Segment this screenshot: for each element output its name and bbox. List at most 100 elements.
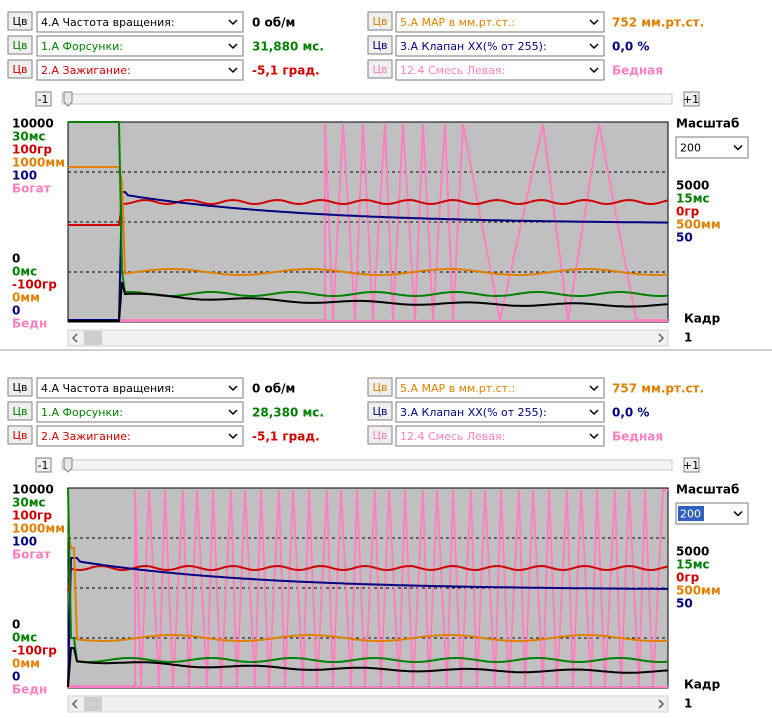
dropdown-arrow <box>589 67 599 74</box>
axis-label: 0 <box>12 252 20 266</box>
slider-thumb[interactable] <box>63 457 73 473</box>
axis-label: 30мс <box>12 496 46 510</box>
axis-label: Богат <box>12 182 51 196</box>
channel-value: -5,1 град. <box>252 64 320 78</box>
combo-highlight <box>678 506 704 521</box>
axis-label: 0 <box>12 304 20 318</box>
dropdown-arrow <box>589 19 599 26</box>
dropdown-arrow <box>228 433 238 440</box>
channel-select-text: 3.А Клапан ХХ(% от 255): <box>400 406 547 419</box>
slider-track <box>61 93 673 105</box>
color-button[interactable] <box>367 59 393 79</box>
frame-value: 1 <box>684 331 692 345</box>
axis-label: -100гр <box>12 644 57 658</box>
axis-label: 5000 <box>676 545 709 559</box>
axis-label: 15мс <box>676 192 710 206</box>
color-button-text: Цв <box>12 429 27 442</box>
frame-label: Кадр <box>684 678 721 692</box>
axis-label: 30мс <box>12 130 46 144</box>
axis-label: 10000 <box>12 483 54 497</box>
step-back-button[interactable] <box>35 457 52 473</box>
channel-select[interactable] <box>395 377 605 399</box>
color-button[interactable] <box>7 401 33 421</box>
channel-select-text: 3.А Клапан ХХ(% от 255): <box>400 40 547 53</box>
channel-select[interactable] <box>36 425 244 447</box>
channel-select[interactable] <box>395 401 605 423</box>
scroll-left-arrow[interactable] <box>71 333 78 343</box>
axis-label: 0мм <box>12 657 40 671</box>
channel-select-text: 2.А Зажигание: <box>41 64 131 77</box>
scale-select-text: 200 <box>680 508 701 521</box>
trace-map <box>68 166 669 276</box>
axis-label: 10000 <box>12 117 54 131</box>
dropdown-arrow <box>228 409 238 416</box>
scroll-right-arrow[interactable] <box>658 333 665 343</box>
step-forward-text: +1 <box>683 459 699 472</box>
color-button[interactable] <box>7 425 33 445</box>
channel-value: 0 об/м <box>252 382 295 396</box>
channel-select[interactable] <box>36 401 244 423</box>
dropdown-arrow <box>589 43 599 50</box>
color-button[interactable] <box>367 377 393 397</box>
color-button[interactable] <box>7 11 33 31</box>
axis-label: Бедн <box>12 317 47 331</box>
trace-rpm <box>68 281 669 322</box>
axis-label: 0мм <box>12 291 40 305</box>
scrollbar-thumb[interactable] <box>84 331 102 345</box>
color-button[interactable] <box>7 35 33 55</box>
scale-label: Масштаб <box>676 117 739 131</box>
channel-select[interactable] <box>395 35 605 57</box>
color-button[interactable] <box>367 425 393 445</box>
channel-select[interactable] <box>36 11 244 33</box>
step-forward-button[interactable] <box>683 91 700 107</box>
channel-select[interactable] <box>395 59 605 81</box>
color-button-text: Цв <box>12 15 27 28</box>
dropdown-arrow <box>228 67 238 74</box>
axis-label: 0 <box>12 670 20 684</box>
channel-select[interactable] <box>36 35 244 57</box>
scrollbar-thumb[interactable] <box>84 697 102 711</box>
color-button[interactable] <box>7 377 33 397</box>
channel-select-text: 4.А Частота вращения: <box>41 16 175 29</box>
color-button-text: Цв <box>372 381 387 394</box>
slider-thumb[interactable] <box>63 91 73 107</box>
dropdown-arrow <box>228 43 238 50</box>
color-button[interactable] <box>367 11 393 31</box>
color-button-text: Цв <box>12 381 27 394</box>
dropdown-arrow <box>589 409 599 416</box>
color-button[interactable] <box>7 59 33 79</box>
trace-idle-valve <box>68 191 669 321</box>
dropdown-arrow <box>589 433 599 440</box>
dropdown-arrow <box>733 510 743 517</box>
color-button[interactable] <box>367 401 393 421</box>
channel-value: 757 мм.рт.ст. <box>612 382 704 396</box>
scale-select[interactable] <box>675 136 749 159</box>
axis-label: 15мс <box>676 558 710 572</box>
channel-value: -5,1 град. <box>252 430 320 444</box>
step-forward-text: +1 <box>683 93 699 106</box>
channel-select[interactable] <box>36 377 244 399</box>
channel-select-text: 12.4 Смесь Левая: <box>400 430 505 443</box>
channel-select[interactable] <box>36 59 244 81</box>
scale-select-text: 200 <box>680 142 701 155</box>
channel-select-text: 4.А Частота вращения: <box>41 382 175 395</box>
channel-select-text: 2.А Зажигание: <box>41 430 131 443</box>
channel-select[interactable] <box>395 425 605 447</box>
channel-select-text: 12.4 Смесь Левая: <box>400 64 505 77</box>
scroll-left-arrow[interactable] <box>71 699 78 709</box>
trace-ignition <box>68 198 669 226</box>
axis-label: 0гр <box>676 571 700 585</box>
trace-map <box>67 532 669 642</box>
channel-value: 0,0 % <box>612 40 649 54</box>
axis-label: 100 <box>12 535 37 549</box>
step-back-button[interactable] <box>35 91 52 107</box>
channel-select[interactable] <box>395 11 605 33</box>
scale-label: Масштаб <box>676 483 739 497</box>
color-button-text: Цв <box>12 63 27 76</box>
dropdown-arrow <box>228 385 238 392</box>
scroll-right-arrow[interactable] <box>658 699 665 709</box>
step-forward-button[interactable] <box>683 457 700 473</box>
color-button[interactable] <box>367 35 393 55</box>
axis-label: 0мс <box>12 265 37 279</box>
